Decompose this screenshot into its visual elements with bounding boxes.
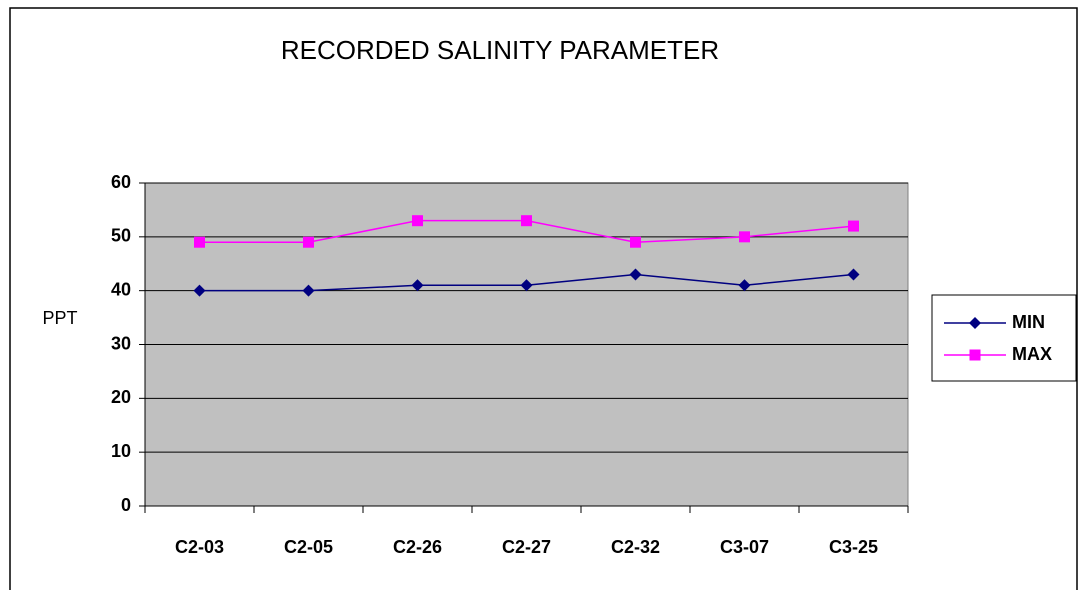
data-point (848, 220, 859, 232)
data-point (194, 236, 205, 248)
x-tick-label: C2-05 (284, 537, 333, 557)
y-tick-label: 30 (111, 333, 131, 353)
data-point (847, 268, 860, 281)
data-point (521, 215, 532, 227)
y-axis-label: PPT (42, 308, 77, 328)
data-point (412, 215, 423, 227)
data-point (193, 284, 206, 297)
x-tick-label: C2-27 (502, 537, 551, 557)
x-tick-label: C2-26 (393, 537, 442, 557)
legend-label: MIN (1012, 312, 1045, 332)
data-point (520, 279, 533, 292)
y-tick-label: 40 (111, 279, 131, 299)
data-point (302, 284, 315, 297)
legend-label: MAX (1012, 344, 1052, 364)
data-point (303, 236, 314, 248)
data-point (411, 279, 424, 292)
x-tick-label: C3-07 (720, 537, 769, 557)
y-tick-label: 50 (111, 226, 131, 246)
data-point (630, 236, 641, 248)
chart-title: RECORDED SALINITY PARAMETER (281, 35, 719, 65)
y-tick-label: 60 (111, 172, 131, 192)
data-point (739, 231, 750, 243)
legend-marker (969, 349, 981, 361)
y-tick-label: 0 (121, 495, 131, 515)
y-tick-label: 20 (111, 387, 131, 407)
x-tick-label: C3-25 (829, 537, 878, 557)
y-tick-label: 10 (111, 441, 131, 461)
legend-marker (969, 317, 981, 329)
data-point (738, 279, 751, 292)
x-tick-label: C2-32 (611, 537, 660, 557)
data-point (629, 268, 642, 281)
legend-box (931, 294, 1077, 382)
x-tick-label: C2-03 (175, 537, 224, 557)
